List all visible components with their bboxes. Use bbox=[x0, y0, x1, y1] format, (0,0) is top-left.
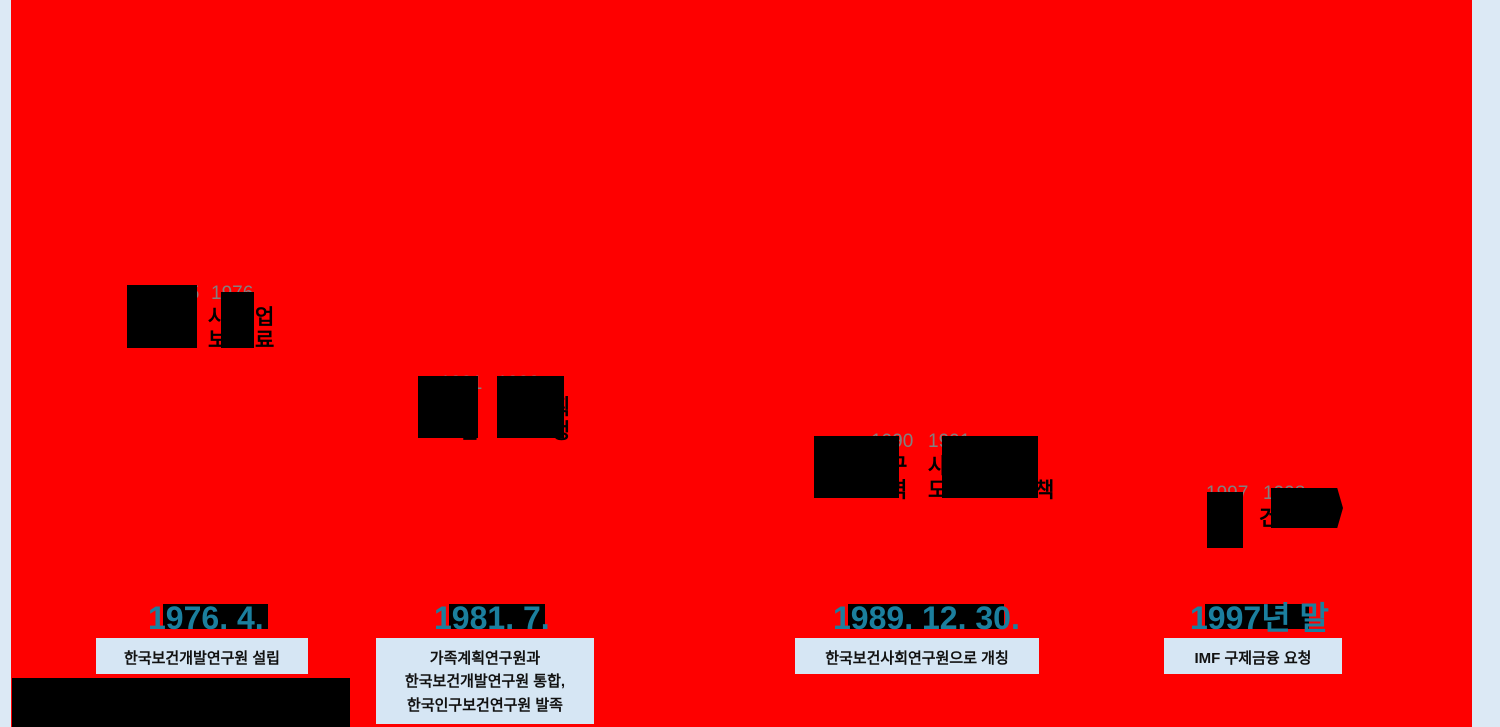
redact-1991 bbox=[942, 436, 1038, 498]
timeline-date: 1976. 4. bbox=[148, 600, 264, 636]
text-fragment: 료 bbox=[255, 329, 275, 352]
timeline-date: 1989. 12. 30. bbox=[833, 600, 1020, 636]
date-highlight-band bbox=[1205, 604, 1309, 629]
timeline-caption-box: IMF 구제금융 요청 bbox=[1164, 638, 1342, 674]
redact-1998 bbox=[1271, 488, 1343, 528]
redact-1982 bbox=[497, 376, 564, 438]
timeline-caption-box: 한국보건사회연구원으로 개칭 bbox=[795, 638, 1039, 674]
caption-line: 한국보건개발연구원 통합, bbox=[404, 673, 566, 691]
caption-line: 한국인구보건연구원 발족 bbox=[407, 696, 563, 714]
redact-1976 bbox=[221, 292, 254, 348]
caption-line: IMF 구제금융 요청 bbox=[1194, 650, 1312, 667]
redact-1981 bbox=[418, 376, 478, 438]
date-highlight-band bbox=[449, 604, 545, 629]
timeline-date: 1981. 7. bbox=[434, 600, 550, 636]
date-highlight-band bbox=[163, 604, 268, 629]
text-fragment: 업 bbox=[255, 306, 275, 329]
redact-1975 bbox=[127, 285, 197, 348]
date-highlight-band bbox=[848, 604, 1004, 629]
caption-line: 가족계획연구원과 bbox=[429, 650, 541, 667]
text-fragment: 책 bbox=[1035, 479, 1055, 502]
redact-1997 bbox=[1207, 492, 1243, 548]
redact-1990 bbox=[814, 436, 899, 498]
caption-line: 한국보건사회연구원으로 개칭 bbox=[825, 650, 1009, 667]
caption-line: 한국보건개발연구원 설립 bbox=[124, 650, 280, 667]
timeline-caption-box: 한국보건개발연구원 설립 bbox=[96, 638, 308, 674]
redact-bottom-left bbox=[12, 678, 350, 727]
timeline-date: 1997년 말 bbox=[1190, 600, 1329, 636]
